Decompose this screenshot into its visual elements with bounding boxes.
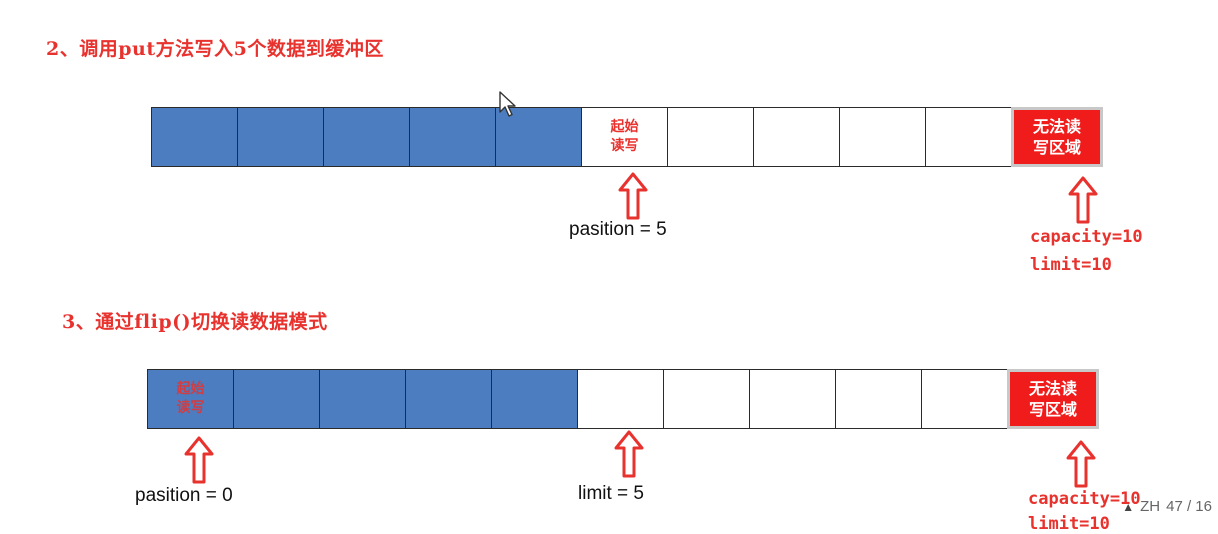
step2-cell-1 [237, 107, 324, 167]
step3-capacity-label: capacity=10 [1028, 489, 1141, 509]
step3-capacity-arrow-icon [1066, 440, 1096, 488]
viewer-overlay: ▲ ZH 47 / 16 [1122, 498, 1212, 515]
step2-position-arrow-icon [618, 172, 648, 220]
step3-cell-5 [577, 369, 664, 429]
step2-cell-3 [409, 107, 496, 167]
step2-cell-7 [753, 107, 840, 167]
step2-cell-2 [323, 107, 410, 167]
step2-cell-0 [151, 107, 238, 167]
page-indicator: 47 / 16 [1166, 498, 1212, 515]
step2-cell-4 [495, 107, 582, 167]
step3-cell-7 [749, 369, 836, 429]
step2-title: 2、调用put方法写入5个数据到缓冲区 [46, 38, 384, 60]
step3-cell-6 [663, 369, 750, 429]
step2-buffer: 起始 读写 无法读 写区域 [151, 107, 1103, 167]
viewer-zoom-text[interactable]: ZH [1140, 498, 1161, 515]
step3-cell-8 [835, 369, 922, 429]
step3-title: 3、通过flip()切换读数据模式 [62, 311, 328, 333]
mouse-cursor-icon [499, 91, 516, 117]
step2-capacity-label: capacity=10 [1030, 227, 1143, 247]
step2-cell-5: 起始 读写 [581, 107, 668, 167]
step3-cell-2 [319, 369, 406, 429]
step3-limit-label: limit = 5 [578, 483, 644, 504]
step3-position-label: pasition = 0 [135, 485, 233, 506]
step3-cell-10: 无法读 写区域 [1007, 369, 1099, 429]
step3-cell-9 [921, 369, 1008, 429]
step2-position-label: pasition = 5 [569, 219, 667, 240]
warning-icon[interactable]: ▲ [1122, 499, 1135, 514]
step2-limit-label: limit=10 [1030, 255, 1112, 275]
step2-cell-5-label: 起始 读写 [610, 119, 639, 154]
step2-cell-10: 无法读 写区域 [1011, 107, 1103, 167]
step2-cell-10-label: 无法读 写区域 [1032, 117, 1081, 157]
step3-cell-1 [233, 369, 320, 429]
step2-cell-6 [667, 107, 754, 167]
step2-capacity-arrow-icon [1068, 176, 1098, 224]
step3-cell-0-label: 起始 读写 [176, 381, 205, 416]
step3-cell-3 [405, 369, 492, 429]
step3-cell-10-label: 无法读 写区域 [1028, 379, 1077, 419]
step3-position-arrow-icon [184, 436, 214, 484]
step2-cell-8 [839, 107, 926, 167]
step3-limit-arrow-icon [614, 430, 644, 478]
step3-cell-0: 起始 读写 [147, 369, 234, 429]
step3-cell-4 [491, 369, 578, 429]
step2-cell-9 [925, 107, 1012, 167]
step3-limit-right-label: limit=10 [1028, 514, 1110, 534]
step3-buffer: 起始 读写 无法读 写区域 [147, 369, 1099, 429]
